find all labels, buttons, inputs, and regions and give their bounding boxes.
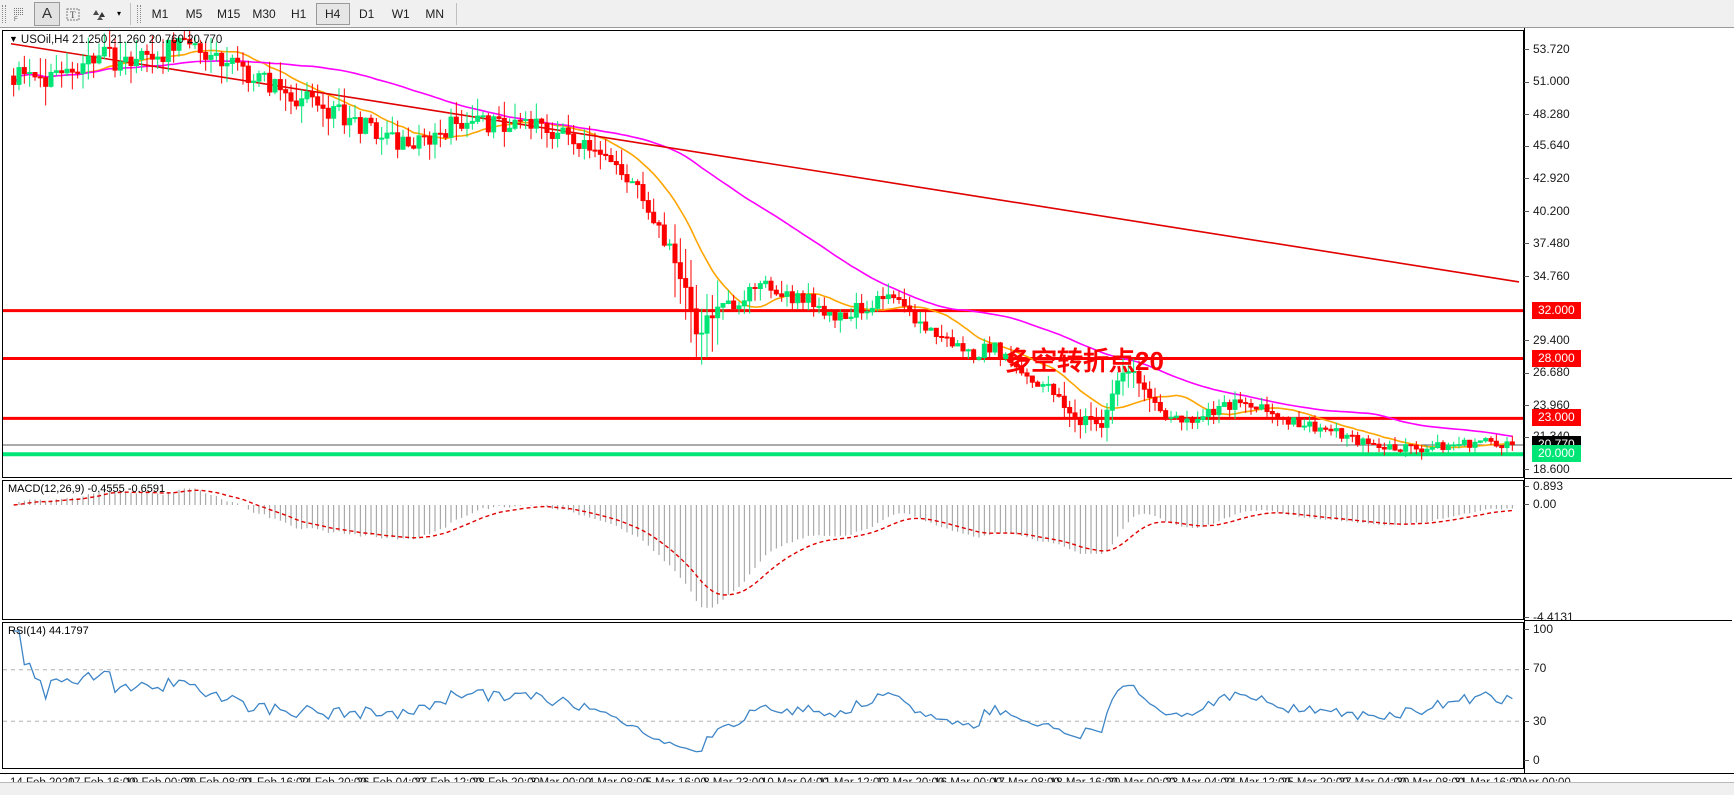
price-chart-svg — [3, 31, 1523, 460]
grid-icon: F — [14, 7, 23, 22]
svg-text:F: F — [14, 17, 18, 22]
tf-h4[interactable]: H4 — [315, 2, 350, 25]
price-tick-37-480: 37.480 — [1524, 236, 1570, 250]
timeframe-drag-grip[interactable] — [135, 2, 143, 26]
chart-panes: ▼ USOil,H4 21.250 21.260 20.760 20.770 多空… — [0, 28, 1524, 773]
price-tick-26-680: 26.680 — [1524, 365, 1570, 379]
price-tick-45-640: 45.640 — [1524, 138, 1570, 152]
price-tick-51-000: 51.000 — [1524, 74, 1570, 88]
price-scale[interactable]: 53.720 51.000 48.280 45.640 42.920 40.200 37.4… — [1524, 28, 1732, 773]
tf-m5[interactable]: M5 — [185, 6, 203, 21]
price-badge-23-000[interactable]: 23.000 — [1532, 409, 1581, 427]
price-scale-axis — [1524, 28, 1525, 773]
shapes-icon — [93, 9, 105, 20]
scale-divider — [1524, 478, 1732, 479]
chart-area[interactable]: ▼ USOil,H4 21.250 21.260 20.760 20.770 多空… — [0, 28, 1734, 796]
macd-indicator-label: MACD(12,26,9) -0.4555 -0.6591 — [8, 483, 166, 495]
toolbar-divider — [130, 2, 131, 25]
rsi-indicator-label: RSI(14) 44.1797 — [8, 625, 89, 637]
text-a-icon[interactable]: A — [34, 1, 60, 26]
price-badge-28-000[interactable]: 28.000 — [1532, 349, 1581, 367]
tf-h1[interactable]: H1 — [291, 6, 307, 21]
tf-d1[interactable]: D1 — [359, 6, 375, 21]
tf-w1[interactable]: W1 — [391, 6, 410, 21]
price-tick-53-720: 53.720 — [1524, 42, 1570, 56]
toolbar-divider-2 — [455, 2, 457, 25]
price-tick-42-920: 42.920 — [1524, 171, 1570, 185]
tf-m30[interactable]: M30 — [252, 6, 276, 21]
toolbar-drag-grip[interactable] — [0, 2, 8, 26]
price-tick-18-600: 18.600 — [1524, 462, 1570, 476]
price-badge-20-000[interactable]: 20.000 — [1532, 445, 1581, 463]
price-tick-29-400: 29.400 — [1524, 333, 1570, 347]
tf-m1[interactable]: M1 — [151, 6, 169, 21]
rsi-tick-100: 100 — [1524, 622, 1553, 636]
macd-pane[interactable]: MACD(12,26,9) -0.4555 -0.6591 — [2, 480, 1524, 620]
caret-glyph: ▾ — [116, 9, 121, 18]
scale-divider — [1524, 620, 1732, 621]
macd-tick-zero: 0.00 — [1524, 497, 1556, 511]
price-tick-23-960: 23.960 — [1524, 398, 1570, 412]
price-pane[interactable]: ▼ USOil,H4 21.250 21.260 20.760 20.770 多空… — [2, 30, 1524, 478]
symbol-collapse-icon[interactable]: ▼ — [9, 34, 18, 44]
svg-text:T: T — [70, 10, 76, 20]
tf-m15[interactable]: M15 — [217, 6, 241, 21]
rsi-pane[interactable]: RSI(14) 44.1797 — [2, 622, 1524, 769]
rsi-tick-70: 70 — [1524, 661, 1546, 675]
price-tick-48-280: 48.280 — [1524, 107, 1570, 121]
objects-icon[interactable] — [86, 2, 112, 26]
rsi-tick-30: 30 — [1524, 714, 1546, 728]
price-tick-40-200: 40.200 — [1524, 204, 1570, 218]
rsi-tick-0: 0 — [1524, 753, 1540, 767]
symbol-quote-label: ▼ USOil,H4 21.250 21.260 20.760 20.770 — [9, 34, 222, 46]
price-tick-34-760: 34.760 — [1524, 269, 1570, 283]
text-box-icon[interactable]: T — [60, 2, 86, 26]
main-toolbar: F A T ▾ M1 M5 M15 M30 H1 H4 D1 W1 MN — [0, 0, 1734, 28]
rsi-chart-svg — [3, 630, 1523, 753]
status-bar — [0, 782, 1734, 795]
chart-annotation-text[interactable]: 多空转折点20 — [1005, 346, 1164, 376]
text-a-glyph: A — [41, 5, 52, 22]
macd-chart-svg — [13, 487, 1513, 608]
text-label-icon: T — [66, 8, 80, 20]
symbol-quote-text: USOil,H4 21.250 21.260 20.760 20.770 — [20, 34, 223, 46]
tf-mn[interactable]: MN — [425, 6, 445, 21]
macd-tick-top: 0.893 — [1524, 479, 1563, 493]
crosshair-grid-icon[interactable]: F — [8, 2, 34, 26]
price-badge-32-000[interactable]: 32.000 — [1532, 301, 1581, 319]
chevron-down-icon[interactable]: ▾ — [112, 3, 126, 25]
